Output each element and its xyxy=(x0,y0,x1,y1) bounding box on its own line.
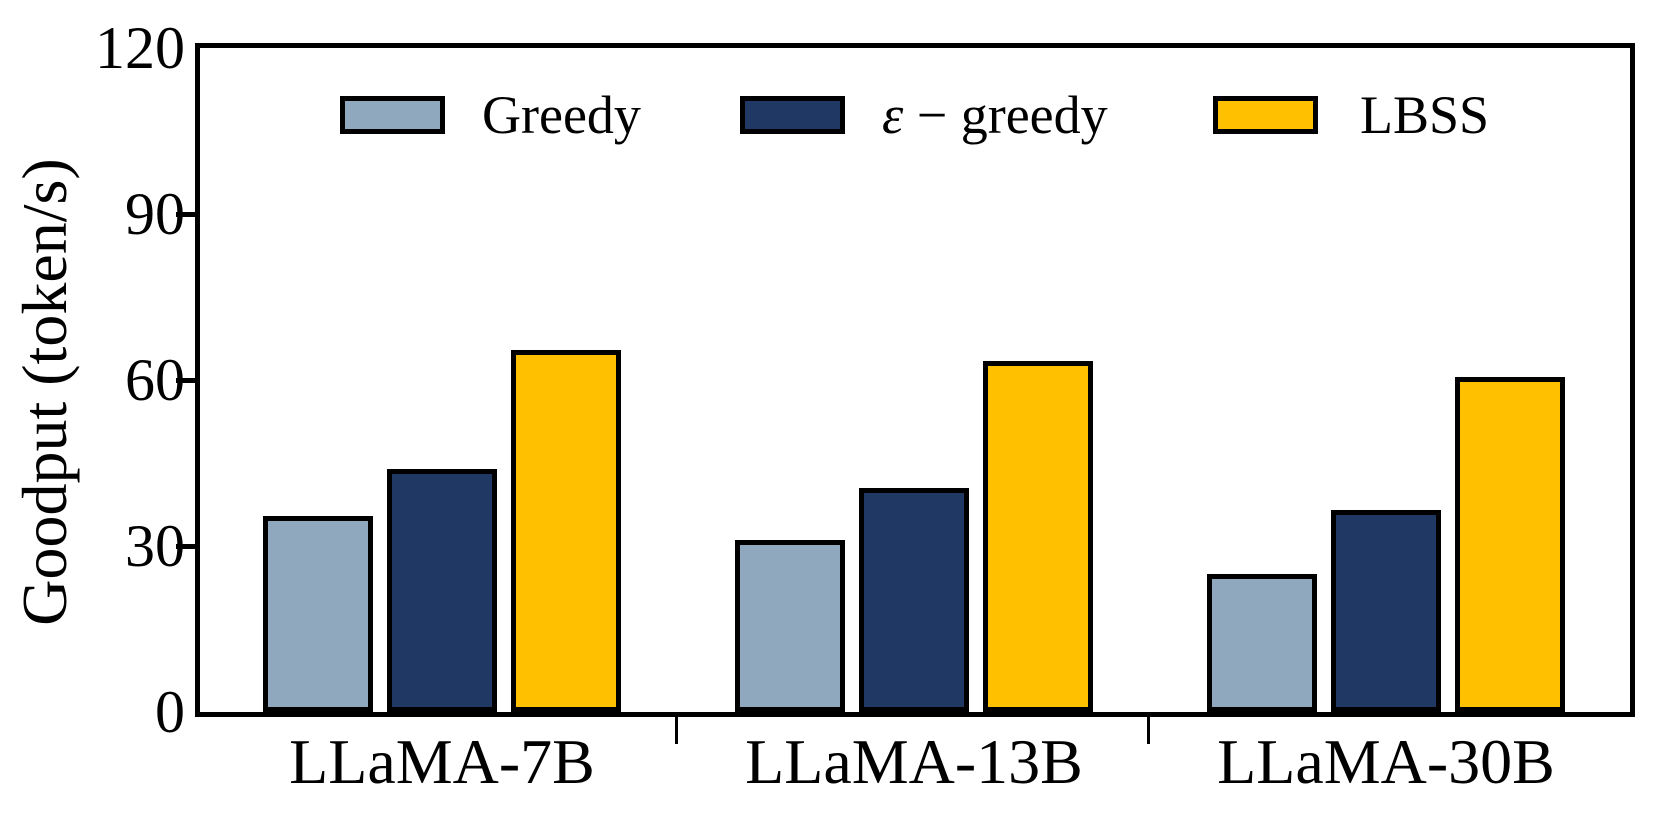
legend-label-− greedy: ε − greedy xyxy=(882,85,1108,145)
y-tick-label-60: 60 xyxy=(125,347,185,413)
legend-swatch-− greedy xyxy=(740,96,845,134)
legend-label-Greedy: Greedy xyxy=(482,85,641,145)
bar-LLaMA-30B-LBSS xyxy=(1455,377,1565,712)
x-category-label-LLaMA-13B: LLaMA-13B xyxy=(745,726,1083,797)
bar-LLaMA-13B-− greedy xyxy=(859,488,969,712)
y-tick-60 xyxy=(176,377,198,383)
bar-LLaMA-30B-− greedy xyxy=(1331,510,1441,712)
bar-LLaMA-13B-LBSS xyxy=(983,361,1093,712)
x-category-label-LLaMA-30B: LLaMA-30B xyxy=(1217,726,1555,797)
y-tick-label-120: 120 xyxy=(95,15,185,81)
legend-swatch-Greedy xyxy=(340,96,445,134)
legend-label-LBSS: LBSS xyxy=(1360,85,1490,145)
bar-LLaMA-13B-Greedy xyxy=(735,540,845,712)
y-tick-label-0: 0 xyxy=(155,679,185,745)
y-tick-label-90: 90 xyxy=(125,181,185,247)
bar-LLaMA-7B-LBSS xyxy=(511,350,621,712)
bar-LLaMA-7B-− greedy xyxy=(387,469,497,712)
epsilon-symbol: ε xyxy=(882,85,904,145)
y-tick-30 xyxy=(176,543,198,549)
x-category-label-LLaMA-7B: LLaMA-7B xyxy=(289,726,595,797)
y-tick-label-30: 30 xyxy=(125,513,185,579)
y-tick-90 xyxy=(176,211,198,217)
bar-LLaMA-30B-Greedy xyxy=(1207,574,1317,712)
x-group-divider-tick xyxy=(1147,712,1150,744)
legend-swatch-LBSS xyxy=(1213,96,1318,134)
x-group-divider-tick xyxy=(675,712,678,744)
bar-LLaMA-7B-Greedy xyxy=(263,516,373,712)
